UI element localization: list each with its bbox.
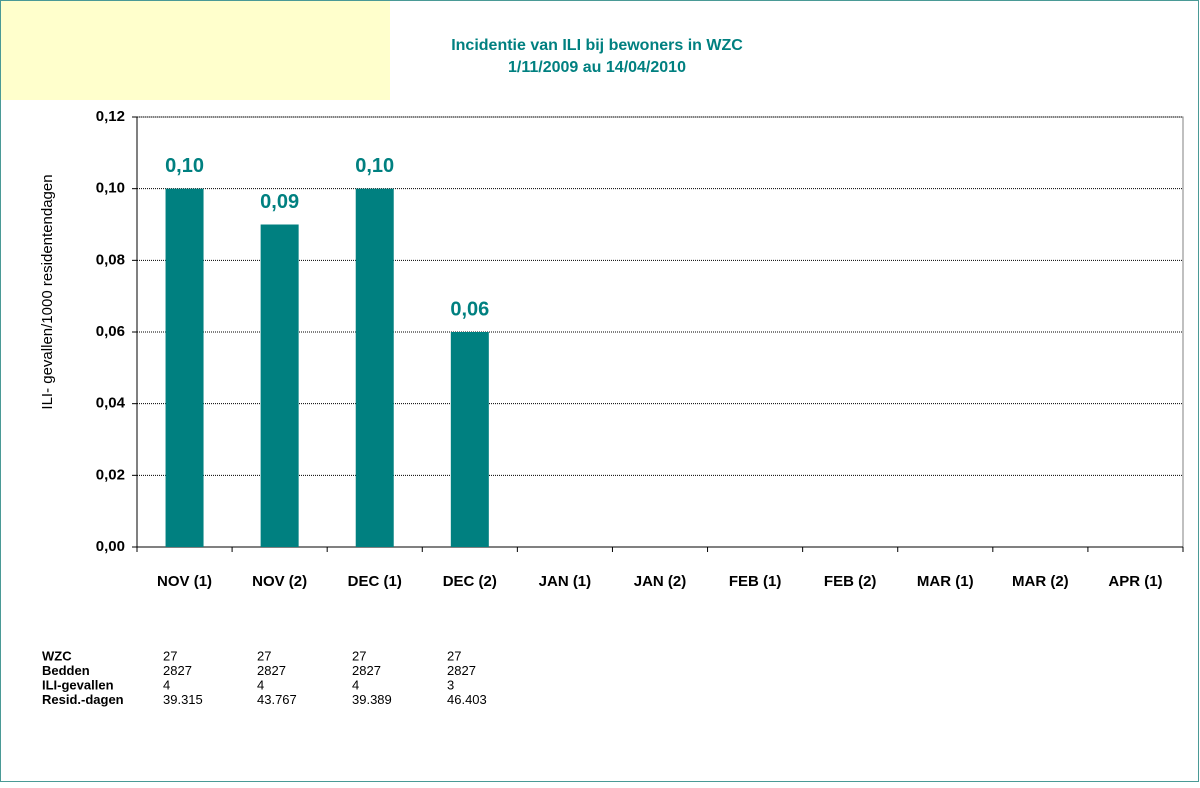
x-tick-label: JAN (2)	[634, 573, 687, 590]
row-label: WZC	[42, 648, 72, 663]
value-label: 0,09	[260, 191, 299, 213]
table-cell: 2827	[447, 663, 476, 678]
y-tick-label: 0,10	[96, 180, 125, 197]
bar	[355, 188, 394, 547]
x-tick-label: FEB (2)	[824, 573, 877, 590]
table-cell: 4	[163, 677, 170, 692]
value-label: 0,06	[450, 298, 489, 320]
y-tick-label: 0,12	[96, 108, 125, 125]
value-label: 0,10	[165, 155, 204, 177]
table-cell: 39.389	[352, 692, 392, 707]
plot: 0,00 0,02 0,04 0,06 0,08 0,10 0,12 NOV (1) 0,10 N…	[96, 108, 1184, 590]
x-tick-label: NOV (2)	[252, 573, 307, 590]
x-tick-label: MAR (2)	[1012, 573, 1069, 590]
value-label: 0,10	[355, 155, 394, 177]
y-tick-label: 0,02	[96, 466, 125, 483]
chart-subtitle: 1/11/2009 au 14/04/2010	[508, 59, 686, 76]
y-tick-label: 0,04	[96, 395, 126, 412]
table-cell: 27	[163, 648, 177, 663]
row-label: Bedden	[42, 663, 90, 678]
table-cell: 27	[257, 648, 271, 663]
x-tick-label: DEC (1)	[348, 573, 402, 590]
table-cell: 39.315	[163, 692, 203, 707]
table-cell: 4	[257, 677, 264, 692]
chart-title: Incidentie van ILI bij bewoners in WZC	[451, 37, 743, 54]
table-cell: 2827	[163, 663, 192, 678]
x-tick-label: JAN (1)	[539, 573, 592, 590]
row-label: ILI-gevallen	[42, 677, 114, 692]
bar	[260, 224, 299, 547]
bar	[165, 188, 204, 547]
table-cell: 27	[447, 648, 461, 663]
table-cell: 2827	[257, 663, 286, 678]
table-cell: 3	[447, 677, 454, 692]
x-tick-label: MAR (1)	[917, 573, 974, 590]
table-cell: 43.767	[257, 692, 297, 707]
x-tick-label: APR (1)	[1108, 573, 1162, 590]
data-table: WZC 27 27 27 27 Bedden 2827 2827 2827 2827 ILI-gev…	[42, 648, 487, 707]
x-tick-label: FEB (1)	[729, 573, 782, 590]
y-tick-label: 0,08	[96, 251, 125, 268]
highlight	[0, 0, 390, 100]
x-tick-label: NOV (1)	[157, 573, 212, 590]
x-tick-label: DEC (2)	[443, 573, 497, 590]
table-cell: 46.403	[447, 692, 487, 707]
table-cell: 4	[352, 677, 359, 692]
table-cell: 2827	[352, 663, 381, 678]
y-axis-label: ILI- gevallen/1000 residentendagen	[39, 174, 56, 409]
row-label: Resid.-dagen	[42, 692, 124, 707]
y-tick-label: 0,06	[96, 323, 125, 340]
y-tick-label: 0,00	[96, 538, 125, 555]
bar	[450, 332, 489, 547]
table-cell: 27	[352, 648, 366, 663]
